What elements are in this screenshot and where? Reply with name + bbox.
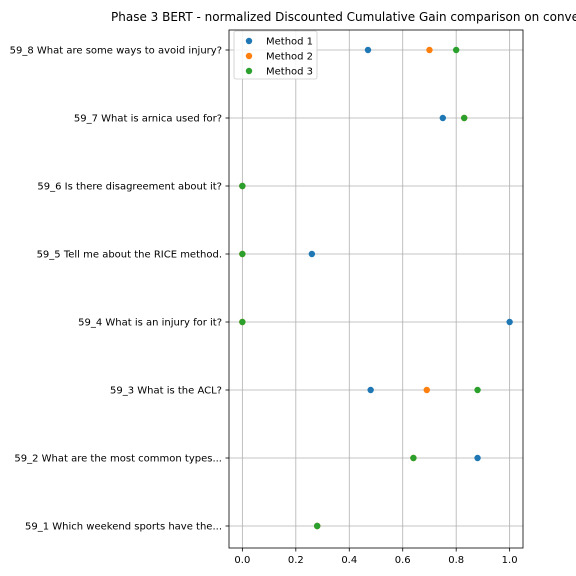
y-tick-label: 59_1 Which weekend sports have the...	[25, 522, 222, 533]
grid	[229, 30, 523, 548]
legend-marker	[245, 37, 253, 45]
x-tick-label: 0.0	[234, 555, 250, 566]
scatter-point	[410, 454, 417, 462]
y-tick-label: 59_4 What is an injury for it?	[78, 318, 222, 329]
x-tick-label: 0.2	[288, 555, 304, 566]
scatter-point	[239, 250, 246, 258]
legend-label: Method 2	[266, 52, 313, 63]
y-axis: 59_1 Which weekend sports have the... 59_…	[10, 46, 229, 533]
scatter-point	[239, 318, 246, 326]
scatter-point	[506, 318, 513, 326]
legend-marker	[245, 67, 253, 75]
scatter-point	[308, 250, 316, 258]
plot-area	[228, 29, 524, 549]
y-tick-label: 59_7 What is arnica used for?	[74, 114, 222, 125]
scatter-point	[423, 386, 430, 394]
y-tick-label: 59_5 Tell me about the RICE method.	[37, 250, 222, 261]
scatter-point	[474, 454, 481, 462]
data-points	[239, 46, 513, 530]
x-axis: 0.0 0.2 0.4 0.6 0.8 1.0	[234, 548, 518, 566]
x-tick-label: 1.0	[502, 555, 518, 566]
legend-label: Method 3	[266, 67, 313, 78]
scatter-point	[474, 386, 481, 394]
legend: Method 1 Method 2 Method 3	[233, 30, 318, 80]
scatter-point	[239, 182, 246, 190]
x-tick-label: 0.4	[341, 555, 357, 566]
y-tick-label: 59_6 Is there disagreement about it?	[37, 182, 222, 193]
scatter-point	[364, 46, 372, 54]
y-tick-label: 59_3 What is the ACL?	[110, 386, 222, 397]
scatter-point	[452, 46, 460, 54]
x-tick-label: 0.8	[448, 555, 464, 566]
y-tick-label: 59_8 What are some ways to avoid injury?	[10, 46, 222, 57]
y-tick-label: 59_2 What are the most common types...	[14, 454, 222, 465]
scatter-point	[461, 114, 468, 122]
legend-marker	[245, 52, 253, 60]
legend-box	[233, 30, 318, 80]
chart-title: Phase 3 BERT - normalized Discounted Cum…	[111, 10, 576, 24]
scatter-point	[439, 114, 447, 122]
legend-label: Method 1	[266, 37, 313, 48]
scatter-point	[314, 522, 321, 530]
scatter-point	[367, 386, 374, 394]
scatter-point	[426, 46, 433, 54]
x-tick-label: 0.6	[395, 555, 411, 566]
